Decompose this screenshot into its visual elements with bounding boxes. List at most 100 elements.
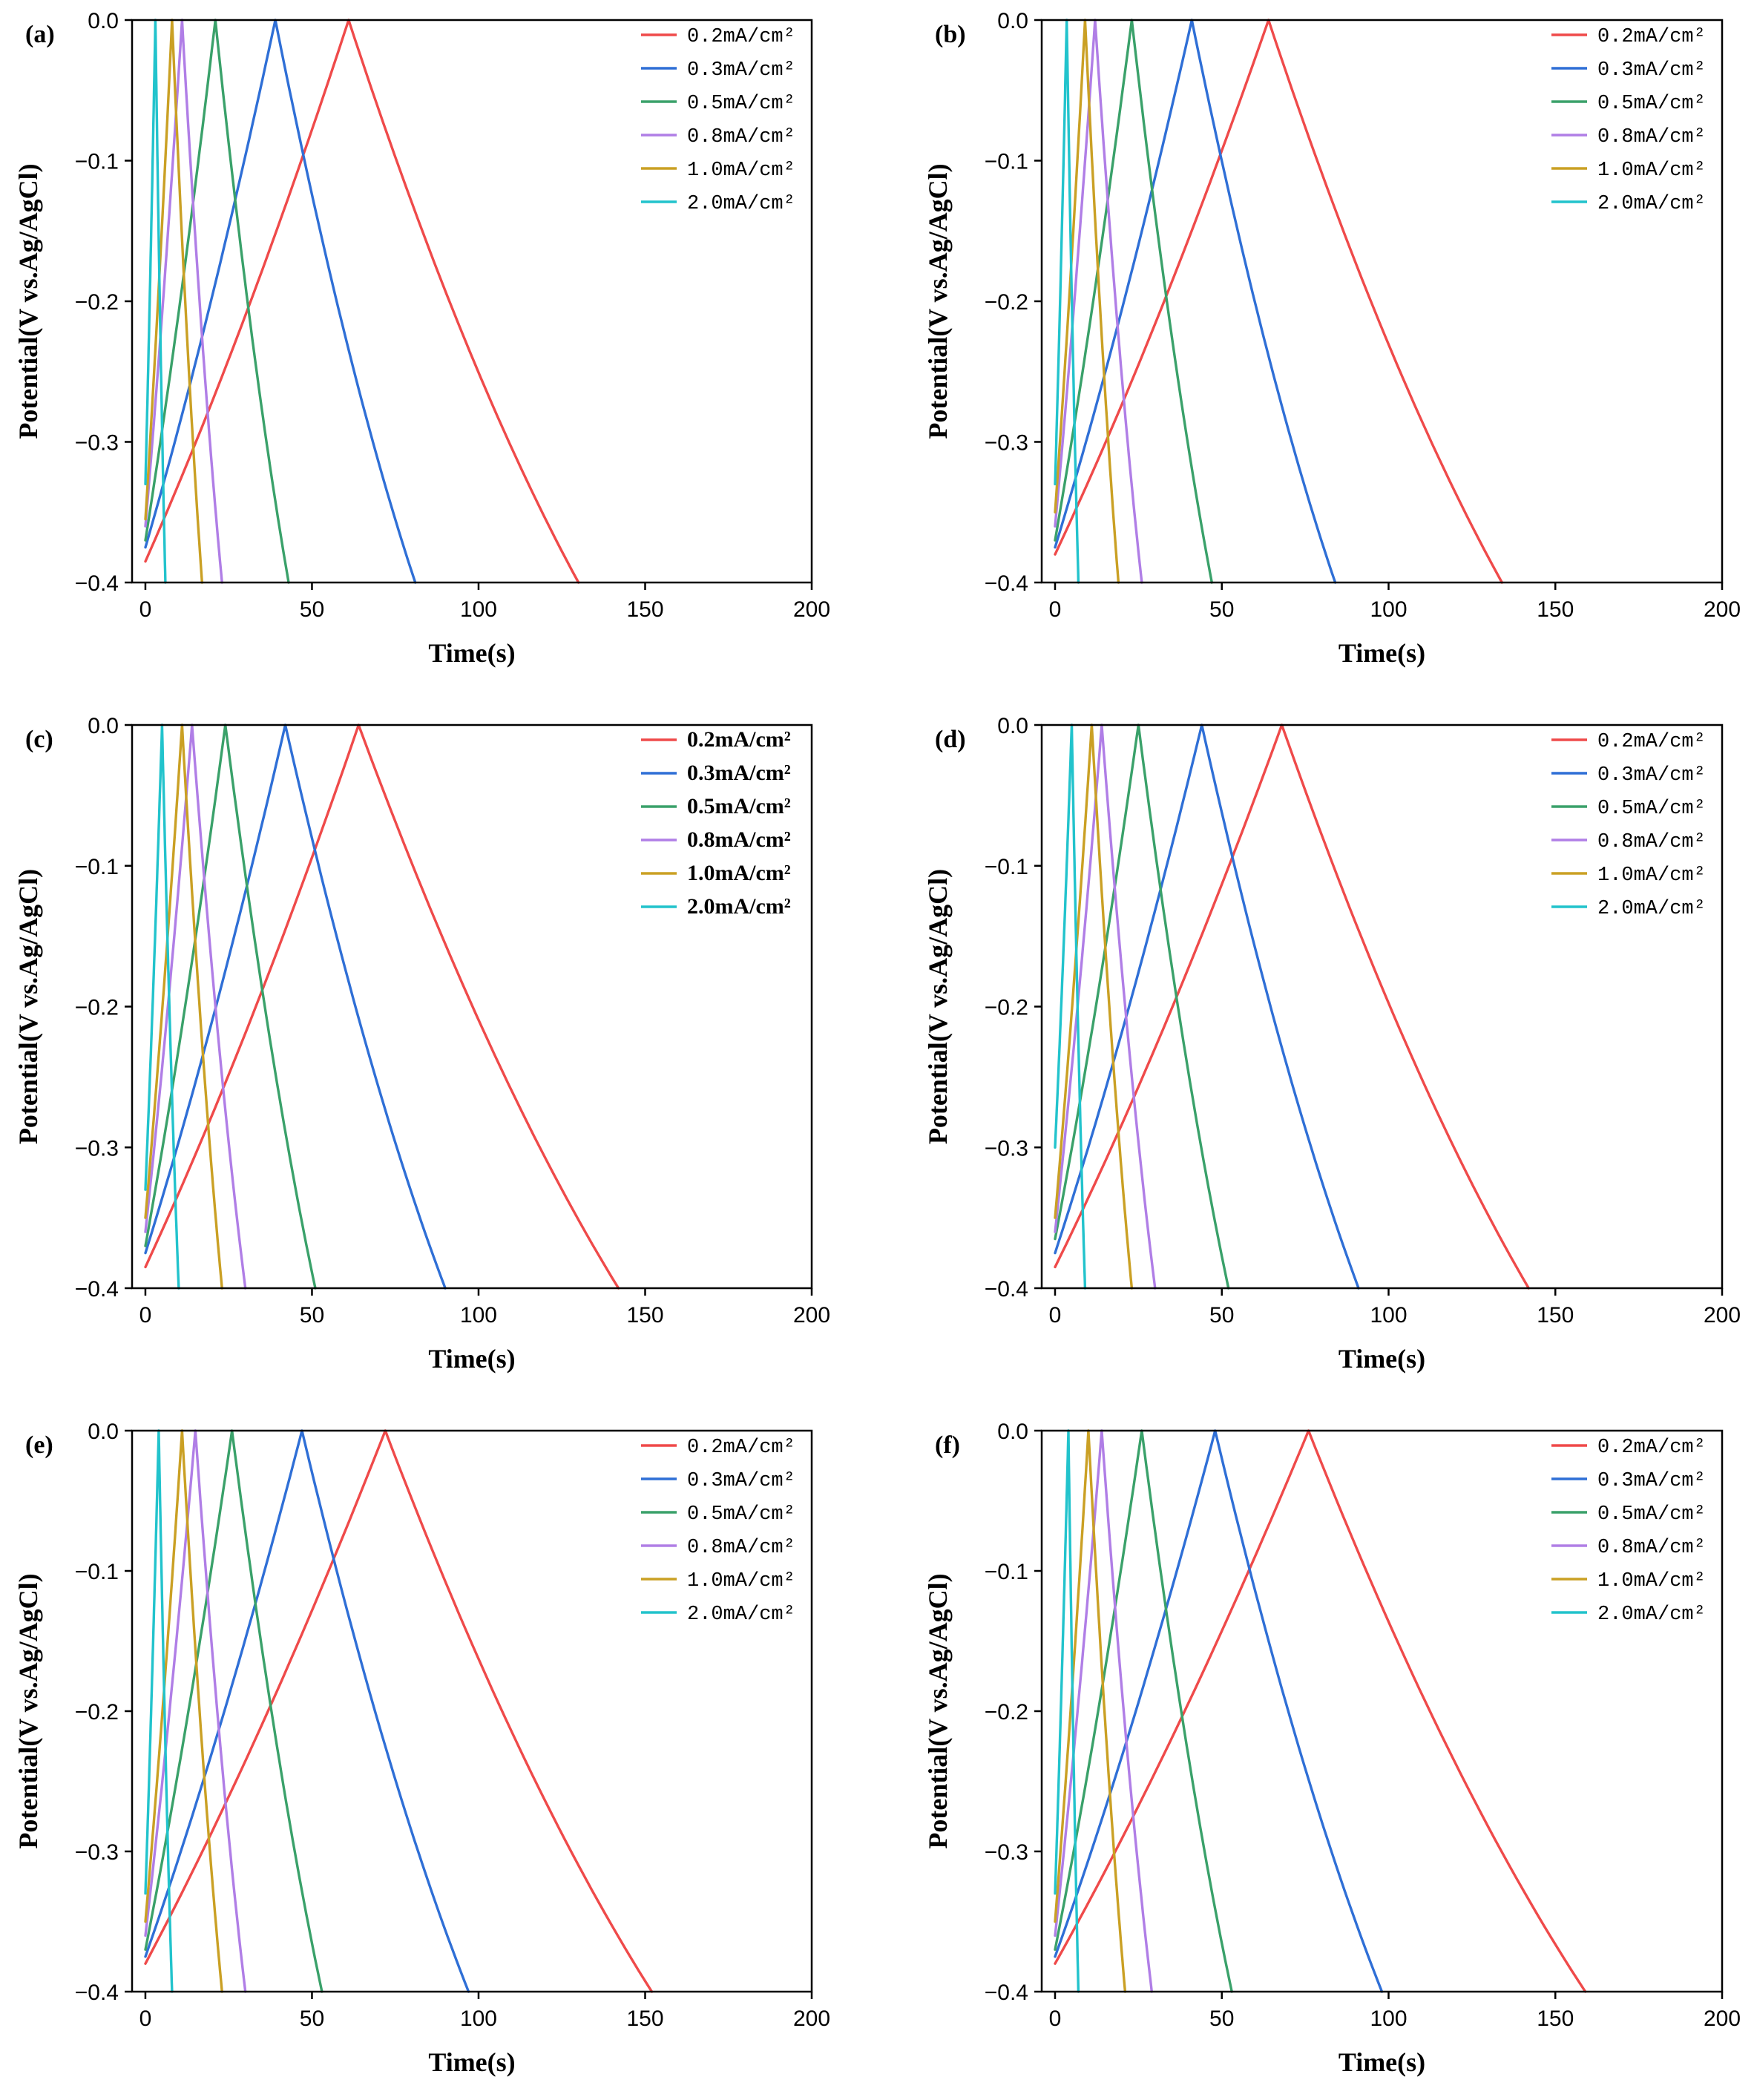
y-tick-label: −0.1 <box>75 855 119 879</box>
legend-label-2.0: 2.0mA/cm² <box>687 193 795 215</box>
legend-label-0.3: 0.3mA/cm² <box>687 761 791 785</box>
legend-label-1.0: 1.0mA/cm² <box>687 861 791 885</box>
x-axis-title: Time(s) <box>1339 638 1425 668</box>
x-tick-label: 200 <box>1704 597 1741 622</box>
series-line-0.2 <box>144 1429 654 1993</box>
legend-label-2.0: 2.0mA/cm² <box>1597 898 1706 920</box>
legend-label-1.0: 1.0mA/cm² <box>1597 1570 1706 1592</box>
legend-label-1.0: 1.0mA/cm² <box>687 160 795 182</box>
series-line-0.5 <box>144 723 317 1290</box>
x-tick-label: 150 <box>1537 2007 1574 2031</box>
x-axis-title: Time(s) <box>428 2047 515 2077</box>
y-tick-label: −0.4 <box>985 571 1028 596</box>
x-tick-label: 100 <box>460 1303 497 1328</box>
legend-label-0.8: 0.8mA/cm² <box>1597 126 1706 148</box>
y-tick-label: −0.2 <box>985 996 1028 1020</box>
x-tick-label: 150 <box>626 597 663 622</box>
x-tick-label: 200 <box>793 597 830 622</box>
legend-label-2.0: 2.0mA/cm² <box>687 894 791 919</box>
legend-label-0.3: 0.3mA/cm² <box>1597 59 1706 82</box>
x-tick-label: 0 <box>139 2007 152 2031</box>
y-tick-label: −0.2 <box>985 1700 1028 1725</box>
y-tick-label: 0.0 <box>88 1420 119 1444</box>
legend-label-0.8: 0.8mA/cm² <box>687 1537 795 1559</box>
legend-label-0.3: 0.3mA/cm² <box>1597 1470 1706 1492</box>
panel-label: (a) <box>25 21 55 48</box>
legend-label-2.0: 2.0mA/cm² <box>1597 1604 1706 1626</box>
legend-label-0.8: 0.8mA/cm² <box>1597 831 1706 853</box>
series-line-0.3 <box>1054 19 1337 584</box>
x-tick-label: 0 <box>1049 597 1062 622</box>
y-tick-label: −0.4 <box>75 1277 119 1302</box>
x-tick-label: 150 <box>626 1303 663 1328</box>
chart-panel-a: 0 50 100 150 200 −0.4 −0.3 −0.2 −0.1 0.0 Time(s) Po… <box>13 9 830 668</box>
x-tick-label: 50 <box>300 2007 324 2031</box>
legend-label-1.0: 1.0mA/cm² <box>1597 864 1706 887</box>
y-tick-label: −0.4 <box>75 571 119 596</box>
series-line-0.5 <box>144 1429 323 1993</box>
legend-label-0.3: 0.3mA/cm² <box>687 1470 795 1492</box>
y-tick-label: −0.1 <box>75 1560 119 1584</box>
legend-label-0.2: 0.2mA/cm² <box>687 727 791 752</box>
legend-label-0.5: 0.5mA/cm² <box>1597 93 1706 115</box>
series-line-0.5 <box>1054 723 1230 1290</box>
y-tick-label: −0.3 <box>75 1136 119 1161</box>
series-line-0.3 <box>144 1429 470 1993</box>
y-tick-label: 0.0 <box>88 9 119 33</box>
panel-label: (b) <box>935 21 966 48</box>
panel-label: (f) <box>935 1431 960 1459</box>
x-tick-label: 50 <box>1209 597 1234 622</box>
x-axis-title: Time(s) <box>1339 1344 1425 1374</box>
series-line-1.0 <box>1054 723 1134 1290</box>
y-tick-label: −0.2 <box>75 290 119 315</box>
y-tick-label: −0.3 <box>985 1136 1028 1161</box>
x-tick-label: 200 <box>793 1303 830 1328</box>
y-tick-label: −0.4 <box>75 1981 119 2005</box>
legend-label-0.8: 0.8mA/cm² <box>1597 1537 1706 1559</box>
y-axis-title: Potential(V vs.Ag/AgCl) <box>923 1573 953 1848</box>
chart-panel-d: 0 50 100 150 200 −0.4 −0.3 −0.2 −0.1 0.0 Time(s) Po… <box>923 714 1741 1374</box>
legend-label-1.0: 1.0mA/cm² <box>687 1570 795 1592</box>
chart-panel-e: 0 50 100 150 200 −0.4 −0.3 −0.2 −0.1 0.0 Time(s) Po… <box>13 1420 830 2077</box>
series-line-0.2 <box>1054 19 1503 584</box>
legend-label-0.2: 0.2mA/cm² <box>687 26 795 48</box>
y-axis-title: Potential(V vs.Ag/AgCl) <box>923 869 953 1144</box>
x-axis-title: Time(s) <box>428 638 515 668</box>
x-tick-label: 0 <box>139 1303 152 1328</box>
x-tick-label: 150 <box>1537 597 1574 622</box>
y-axis-title: Potential(V vs.Ag/AgCl) <box>13 1573 43 1848</box>
x-tick-label: 50 <box>300 597 324 622</box>
y-tick-label: −0.2 <box>985 290 1028 315</box>
y-axis-title: Potential(V vs.Ag/AgCl) <box>13 163 43 439</box>
legend-label-0.8: 0.8mA/cm² <box>687 827 791 852</box>
x-tick-label: 0 <box>1049 2007 1062 2031</box>
y-tick-label: −0.1 <box>985 1560 1028 1584</box>
x-tick-label: 0 <box>139 597 152 622</box>
y-tick-label: 0.0 <box>997 714 1028 738</box>
y-tick-label: −0.2 <box>75 996 119 1020</box>
legend-label-0.5: 0.5mA/cm² <box>1597 1503 1706 1526</box>
y-tick-label: −0.1 <box>985 150 1028 174</box>
x-tick-label: 150 <box>1537 1303 1574 1328</box>
legend-label-0.5: 0.5mA/cm² <box>687 794 791 818</box>
chart-panel-c: 0 50 100 150 200 −0.4 −0.3 −0.2 −0.1 0.0 Time(s) Po… <box>13 714 830 1374</box>
legend-label-2.0: 2.0mA/cm² <box>687 1604 795 1626</box>
y-tick-label: −0.1 <box>985 855 1028 879</box>
y-tick-label: 0.0 <box>997 9 1028 33</box>
legend-label-0.8: 0.8mA/cm² <box>687 126 795 148</box>
series-line-0.3 <box>144 723 447 1290</box>
y-tick-label: −0.3 <box>75 431 119 456</box>
y-tick-label: −0.4 <box>985 1981 1028 2005</box>
x-tick-label: 100 <box>460 2007 497 2031</box>
y-tick-label: −0.3 <box>985 1840 1028 1865</box>
legend-label-0.5: 0.5mA/cm² <box>687 1503 795 1526</box>
y-tick-label: −0.3 <box>985 431 1028 456</box>
x-tick-label: 0 <box>1049 1303 1062 1328</box>
x-tick-label: 200 <box>1704 2007 1741 2031</box>
x-tick-label: 50 <box>1209 1303 1234 1328</box>
y-tick-label: −0.2 <box>75 1700 119 1725</box>
y-tick-label: −0.3 <box>75 1840 119 1865</box>
legend-label-0.2: 0.2mA/cm² <box>687 1437 795 1459</box>
chart-panel-b: 0 50 100 150 200 −0.4 −0.3 −0.2 −0.1 0.0 Time(s) Po… <box>923 9 1741 668</box>
